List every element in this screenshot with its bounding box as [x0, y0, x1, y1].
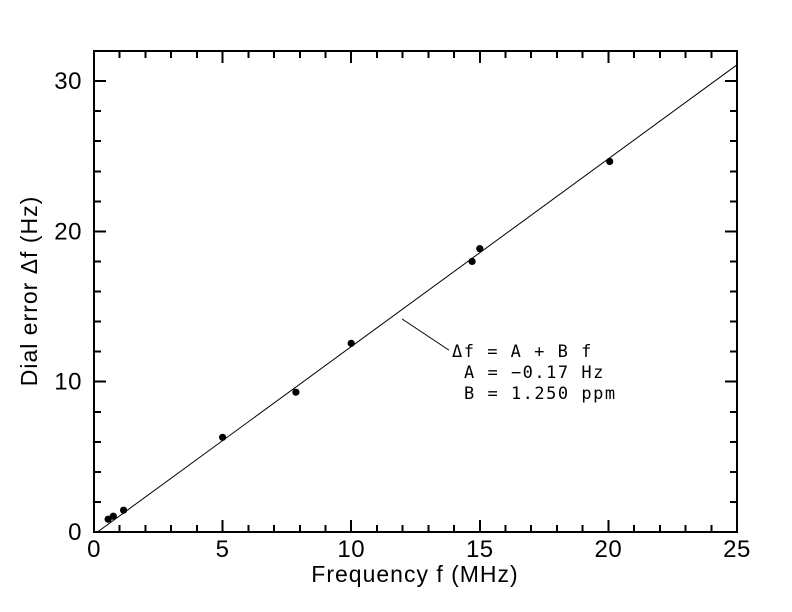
data-point	[219, 433, 227, 441]
y-tick-label: 30	[54, 68, 82, 95]
y-tick-label: 10	[54, 369, 82, 396]
fit-line	[97, 64, 738, 533]
x-tick-label: 15	[466, 536, 494, 563]
plot-border	[93, 50, 738, 533]
fit-annotation: Δf = A + B f A = −0.17 Hz B = 1.250 ppm	[452, 342, 617, 404]
annotation-line-1: Δf = A + B f	[452, 342, 593, 362]
x-tick-label: 20	[595, 536, 623, 563]
data-point	[468, 257, 476, 266]
data-point	[109, 512, 117, 520]
y-axis-title: Dial error Δf (Hz)	[16, 196, 42, 387]
x-axis-title: Frequency f (MHz)	[311, 561, 518, 587]
y-tick-label: 20	[54, 218, 82, 245]
data-point	[606, 157, 614, 166]
annotation-line-2: A = −0.17 Hz	[464, 363, 605, 383]
annotation-leader-line	[401, 318, 450, 351]
generated-plot: 0 5 10 15 20 25 0 10 20 30	[54, 50, 751, 563]
x-tick-label: 5	[216, 536, 230, 563]
data-point	[292, 388, 300, 396]
data-point	[347, 339, 355, 347]
data-point	[119, 506, 128, 514]
y-tick-label: 0	[68, 519, 82, 546]
annotation-line-3: B = 1.250 ppm	[464, 384, 617, 404]
x-tick-label: 25	[723, 536, 751, 563]
data-point	[476, 245, 484, 253]
x-tick-label: 10	[337, 536, 365, 563]
x-tick-label: 0	[87, 536, 101, 563]
